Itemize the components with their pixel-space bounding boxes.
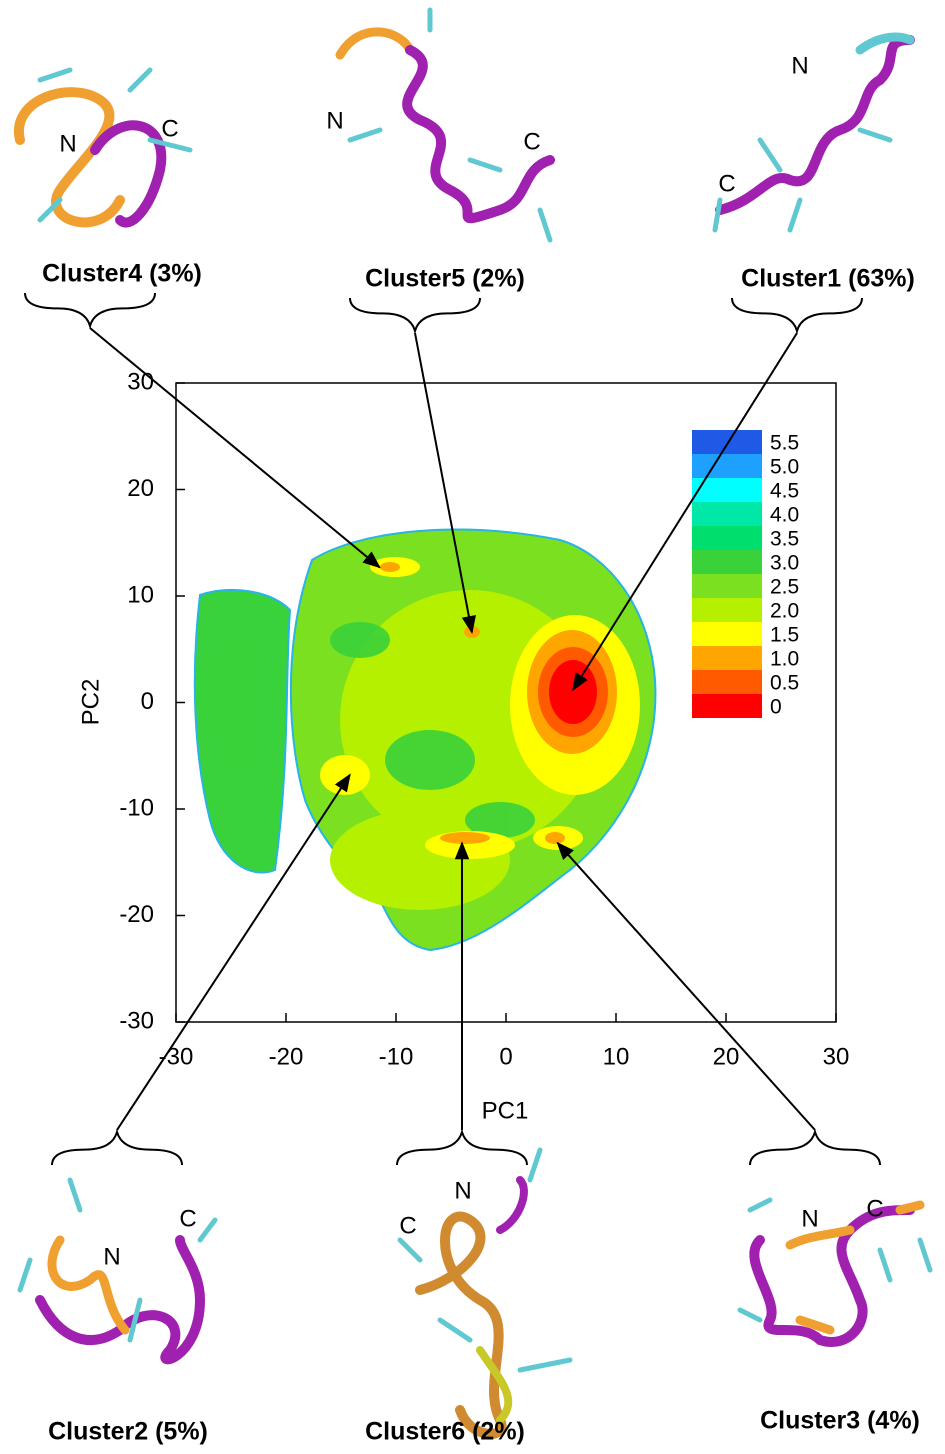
colorbar-band	[692, 502, 762, 526]
colorbar-band	[692, 646, 762, 670]
cluster-label: Cluster1 (63%)	[741, 265, 915, 293]
colorbar-band	[692, 574, 762, 598]
colorbar-label: 0.5	[770, 672, 799, 695]
x-tick-label: 30	[823, 1043, 850, 1070]
c-terminus: C	[718, 170, 735, 197]
cluster-label: Cluster2 (5%)	[48, 1418, 208, 1446]
x-tick-label: 20	[713, 1043, 740, 1070]
colorbar-band	[692, 454, 762, 478]
colorbar-label: 5.0	[770, 456, 799, 479]
x-tick-label: -10	[379, 1043, 414, 1070]
y-tick-label: -30	[119, 1007, 154, 1034]
y-tick-label: 20	[127, 475, 154, 502]
cluster-arrow	[116, 773, 351, 1131]
x-tick-label: 10	[603, 1043, 630, 1070]
c-terminus: C	[866, 1195, 883, 1222]
colorbar-label: 4.0	[770, 504, 799, 527]
colorbar-band	[692, 430, 762, 454]
cluster-label: Cluster4 (3%)	[42, 260, 202, 288]
colorbar-band	[692, 694, 762, 718]
y-axis-label: PC2	[77, 679, 104, 726]
n-terminus: N	[454, 1177, 471, 1204]
colorbar-label: 1.5	[770, 624, 799, 647]
n-terminus: N	[791, 52, 808, 79]
cluster-arrow	[556, 841, 816, 1131]
cluster-label: Cluster3 (4%)	[760, 1407, 920, 1435]
structure-3	[737, 1197, 933, 1347]
x-axis-label: PC1	[482, 1097, 529, 1124]
y-tick-label: -20	[119, 901, 154, 928]
bracket	[749, 1128, 881, 1166]
structure-2	[17, 1177, 218, 1365]
colorbar-label: 5.5	[770, 432, 799, 455]
n-terminus: N	[103, 1243, 120, 1270]
structures	[13, 7, 933, 1439]
colorbar-band	[692, 622, 762, 646]
colorbar-label: 3.0	[770, 552, 799, 575]
structure-5	[335, 7, 555, 243]
structure-4	[13, 67, 193, 228]
c-terminus: C	[161, 115, 178, 142]
bracket	[24, 292, 156, 330]
structure-1	[712, 32, 915, 233]
colorbar-band	[692, 526, 762, 550]
cluster-arrow	[414, 332, 476, 634]
colorbar-label: 2.5	[770, 576, 799, 599]
colorbar-label: 2.0	[770, 600, 799, 623]
bracket	[396, 1128, 528, 1166]
colorbar-band	[692, 598, 762, 622]
n-terminus: N	[326, 107, 343, 134]
colorbar-label: 0	[770, 696, 782, 719]
cluster-arrow	[572, 332, 798, 692]
colorbar-band	[692, 670, 762, 694]
y-tick-label: 10	[127, 581, 154, 608]
y-tick-label: 0	[141, 688, 154, 715]
landscape	[193, 528, 657, 952]
c-terminus: C	[179, 1205, 196, 1232]
bracket	[349, 297, 481, 335]
n-terminus: N	[59, 130, 76, 157]
colorbar-label: 3.5	[770, 528, 799, 551]
colorbar-label: 4.5	[770, 480, 799, 503]
x-tick-label: 0	[499, 1043, 512, 1070]
c-terminus: C	[399, 1212, 416, 1239]
c-terminus: C	[523, 128, 540, 155]
y-tick-label: 30	[127, 368, 154, 395]
structure-6	[397, 1147, 573, 1439]
cluster-label: Cluster5 (2%)	[365, 265, 525, 293]
colorbar-band	[692, 478, 762, 502]
cluster-label: Cluster6 (2%)	[365, 1418, 525, 1446]
y-tick-label: -10	[119, 794, 154, 821]
colorbar-band	[692, 550, 762, 574]
colorbar-label: 1.0	[770, 648, 799, 671]
x-tick-label: -20	[269, 1043, 304, 1070]
n-terminus: N	[801, 1205, 818, 1232]
cluster-arrow	[89, 327, 381, 569]
bracket	[51, 1128, 183, 1166]
bracket	[731, 297, 863, 335]
